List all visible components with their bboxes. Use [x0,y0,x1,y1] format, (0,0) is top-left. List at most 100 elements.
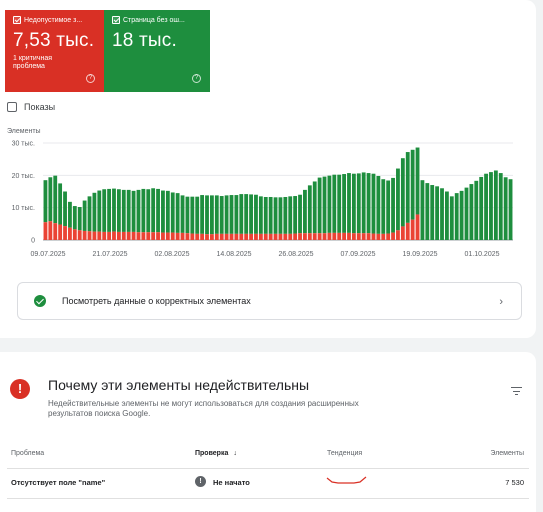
bar-valid [400,158,405,227]
bar-valid [112,188,116,232]
checkbox-unchecked-icon[interactable] [7,102,17,112]
bar-valid [337,174,342,233]
header-trend[interactable]: Тенденция [327,450,363,457]
bar-invalid [43,222,48,240]
y-tick-label: 10 тыс. [12,205,35,212]
bar-valid [361,172,366,234]
bar-valid [489,172,493,240]
chevron-right-icon: › [499,296,503,308]
bar-invalid [165,232,170,240]
bar-valid [195,196,200,234]
bar-valid [214,195,219,234]
header-items[interactable]: Элементы [490,450,524,457]
bar-invalid [82,230,87,240]
bar-valid [283,196,288,234]
bar-valid [298,194,302,234]
bar-invalid [224,233,229,240]
bar-invalid [161,232,165,240]
check-circle-icon [34,295,46,307]
bar-valid [307,185,312,234]
bar-valid [278,197,283,234]
bar-invalid [97,231,102,240]
bar-valid [366,173,371,234]
help-icon[interactable]: ? [192,74,201,83]
bar-invalid [317,233,322,240]
bar-invalid [288,233,293,240]
help-icon[interactable]: ? [86,74,95,83]
checkbox-checked-icon[interactable] [13,16,21,24]
bar-valid [205,195,209,235]
bar-valid [87,196,92,232]
bar-valid [263,196,268,234]
header-problem[interactable]: Проблема [11,450,45,457]
bar-invalid [307,233,312,240]
bar-invalid [249,233,253,240]
bar-invalid [126,231,131,240]
bar-valid [165,190,170,233]
bar-valid [82,200,87,231]
bar-valid [185,196,190,234]
view-valid-items-label: Посмотреть данные о корректных элементах [62,296,251,306]
row-items-count: 7 530 [505,478,524,487]
bar-invalid [415,214,420,240]
bar-valid [102,189,107,232]
sort-arrow-down-icon: ↓ [233,450,237,457]
bar-valid [327,175,332,233]
bar-valid [175,193,180,233]
bar-invalid [53,223,58,240]
impressions-label: Показы [24,102,56,112]
bar-valid [268,196,273,234]
bar-valid [391,177,395,233]
bar-invalid [376,233,381,240]
bar-valid [97,190,102,232]
bar-valid [293,196,298,234]
bar-invalid [410,219,415,240]
bar-invalid [151,232,156,240]
section-title: Почему эти элементы недействительны [48,377,310,393]
impressions-toggle[interactable]: Показы [7,102,55,112]
bar-valid [332,174,337,233]
bar-invalid [371,233,376,240]
bar-invalid [347,232,351,240]
bar-valid [420,180,425,240]
bar-valid [92,192,97,232]
bar-invalid [136,232,141,240]
checkbox-checked-icon[interactable] [112,16,120,24]
bar-invalid [244,233,249,240]
bar-valid [136,189,141,233]
bar-valid [72,206,77,230]
bar-invalid [195,233,200,240]
bar-valid [180,195,185,233]
bar-valid [396,168,400,231]
bar-valid [146,189,151,233]
bar-valid [43,180,48,223]
bar-valid [347,173,351,233]
bar-invalid [180,232,185,240]
bar-invalid [254,233,258,240]
invalid-reasons-card: ! Почему эти элементы недействительны Не… [0,352,536,512]
invalid-items-tile[interactable]: Недопустимое з... 7,53 тыс. 1 критичная … [5,10,104,92]
bar-invalid [68,227,72,240]
bar-invalid [327,232,332,240]
filter-icon[interactable] [511,387,522,396]
bar-valid [356,173,361,234]
bar-valid [273,197,278,234]
bar-invalid [283,233,288,240]
bar-invalid [209,234,214,240]
bar-invalid [102,231,107,240]
bar-invalid [366,233,371,240]
view-valid-items-button[interactable]: Посмотреть данные о корректных элементах… [17,282,522,320]
bar-valid [381,179,386,234]
valid-tile-label: Страница без ош... [123,16,185,24]
bar-invalid [48,221,53,240]
bar-valid [244,194,249,234]
x-tick-label: 09.07.2025 [30,251,65,258]
trend-sparkline [326,476,367,484]
header-check[interactable]: Проверка ↓ [195,450,237,457]
bar-invalid [312,233,317,240]
bar-invalid [156,232,160,240]
bar-invalid [263,233,268,240]
valid-items-tile[interactable]: Страница без ош... 18 тыс. ? [104,10,210,92]
bar-valid [151,188,156,233]
bar-invalid [391,232,395,240]
